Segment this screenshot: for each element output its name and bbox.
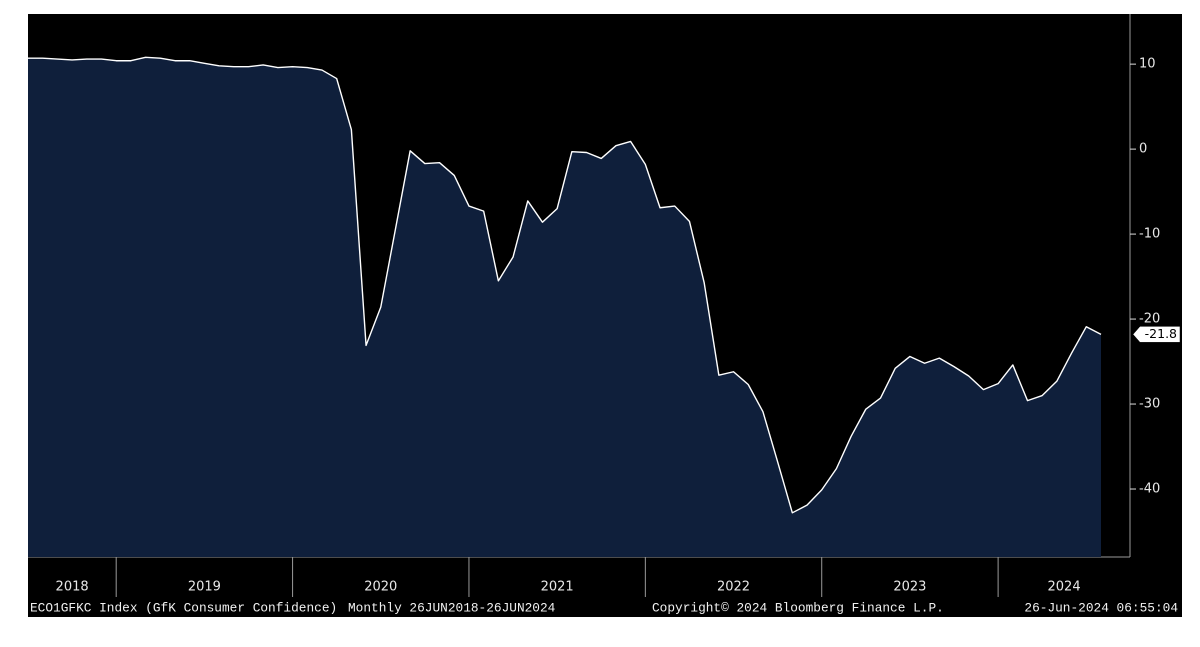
x-tick-label: 2020 xyxy=(364,580,397,595)
period-label: Monthly 26JUN2018-26JUN2024 xyxy=(348,600,556,615)
y-tick-label: -30 xyxy=(1139,397,1160,412)
x-tick-label: 2024 xyxy=(1048,580,1081,595)
index-label: ECO1GFKC Index (GfK Consumer Confidence) xyxy=(30,600,337,615)
x-tick-label: 2021 xyxy=(541,580,574,595)
area-fill xyxy=(28,57,1101,558)
x-tick-label: 2023 xyxy=(893,580,926,595)
area-line xyxy=(28,56,1102,514)
timestamp: 26-Jun-2024 06:55:04 xyxy=(1024,600,1178,615)
y-tick-label: 0 xyxy=(1139,142,1147,157)
copyright: Copyright© 2024 Bloomberg Finance L.P. xyxy=(652,600,944,615)
x-tick-label: 2019 xyxy=(188,580,221,595)
x-tick-label: 2022 xyxy=(717,580,750,595)
y-tick-label: -20 xyxy=(1139,312,1160,327)
x-tick-label: 2018 xyxy=(56,580,89,595)
last-value-tag xyxy=(1132,326,1181,343)
last-value-label: -21.8 xyxy=(1145,326,1177,341)
y-tick-label: -40 xyxy=(1139,482,1160,497)
y-tick-label: 10 xyxy=(1139,57,1156,72)
y-tick-label: -10 xyxy=(1139,227,1160,242)
